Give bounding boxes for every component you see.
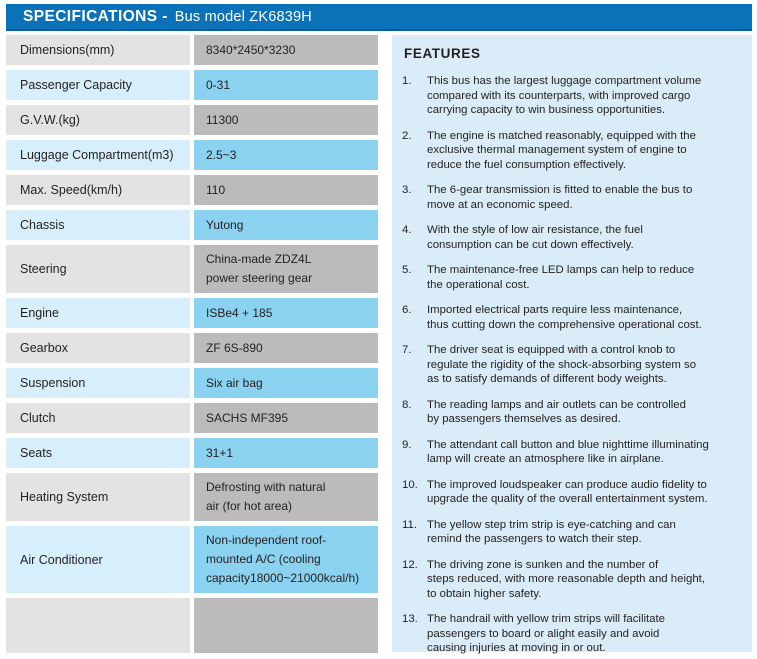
spec-label-cell: Passenger Capacity bbox=[6, 70, 190, 100]
spec-label-cell: G.V.W.(kg) bbox=[6, 105, 190, 135]
spec-label-cell: Chassis bbox=[6, 210, 190, 240]
spec-value-cell bbox=[194, 598, 378, 653]
spec-label-cell: Dimensions(mm) bbox=[6, 35, 190, 65]
feature-number: 8. bbox=[402, 398, 412, 411]
spec-label-cell: Clutch bbox=[6, 403, 190, 433]
feature-number: 1. bbox=[402, 75, 412, 87]
spec-label-cell: Air Conditioner bbox=[6, 526, 190, 593]
spec-label-cell: Gearbox bbox=[6, 333, 190, 363]
feature-list-item: 8. The reading lamps and air outlets can… bbox=[402, 398, 746, 427]
feature-list-item: 11. The yellow step trim strip is eye-ca… bbox=[402, 518, 746, 547]
spec-table-row: Heating System Defrosting with natural a… bbox=[6, 473, 378, 521]
feature-text: The reading lamps and air outlets can be… bbox=[427, 398, 686, 426]
spec-value-cell: 31+1 bbox=[194, 438, 378, 468]
feature-text: The engine is matched reasonably, equipp… bbox=[427, 129, 696, 171]
spec-table-row: Max. Speed(km/h) 110 bbox=[6, 175, 378, 205]
header-bar: SPECIFICATIONS - Bus model ZK6839H bbox=[6, 4, 752, 31]
feature-list-item: 12. The driving zone is sunken and the n… bbox=[402, 558, 746, 602]
spec-table: Dimensions(mm) 8340*2450*3230 Passenger … bbox=[6, 35, 378, 653]
features-title: FEATURES bbox=[404, 46, 481, 61]
spec-label-cell: Heating System bbox=[6, 473, 190, 521]
feature-number: 10. bbox=[402, 478, 418, 491]
features-panel: FEATURES 1. This bus has the largest lug… bbox=[392, 35, 752, 654]
feature-text: This bus has the largest luggage compart… bbox=[427, 75, 702, 116]
features-list: 1. This bus has the largest luggage comp… bbox=[402, 74, 746, 656]
feature-list-item: 1. This bus has the largest luggage comp… bbox=[402, 74, 746, 118]
spec-table-row: Suspension Six air bag bbox=[6, 368, 378, 398]
spec-value-cell: ISBe4 + 185 bbox=[194, 298, 378, 328]
spec-table-row: Steering China-made ZDZ4L power steering… bbox=[6, 245, 378, 293]
feature-text: With the style of low air resistance, th… bbox=[427, 224, 643, 251]
feature-text: The 6-gear transmission is fitted to ena… bbox=[427, 184, 693, 211]
spec-value-cell: SACHS MF395 bbox=[194, 403, 378, 433]
spec-value-cell: ZF 6S-890 bbox=[194, 333, 378, 363]
spec-value-cell: 0-31 bbox=[194, 70, 378, 100]
feature-list-item: 9. The attendant call button and blue ni… bbox=[402, 438, 746, 467]
spec-table-row: G.V.W.(kg) 11300 bbox=[6, 105, 378, 135]
feature-text: The yellow step trim strip is eye-catchi… bbox=[427, 518, 676, 546]
feature-text: Imported electrical parts require less m… bbox=[427, 304, 702, 331]
spec-value-cell: Defrosting with natural air (for hot are… bbox=[194, 473, 378, 521]
feature-text: The attendant call button and blue night… bbox=[427, 438, 709, 466]
feature-list-item: 4. With the style of low air resistance,… bbox=[402, 223, 746, 252]
feature-list-item: 13. The handrail with yellow trim strips… bbox=[402, 612, 746, 656]
feature-number: 7. bbox=[402, 344, 412, 356]
spec-table-row: Seats 31+1 bbox=[6, 438, 378, 468]
feature-number: 11. bbox=[402, 518, 417, 531]
feature-text: The handrail with yellow trim strips wil… bbox=[427, 613, 666, 654]
page-title: SPECIFICATIONS - bbox=[23, 7, 168, 25]
feature-number: 12. bbox=[402, 558, 418, 571]
spec-value-cell: 11300 bbox=[194, 105, 378, 135]
spec-label-cell: Suspension bbox=[6, 368, 190, 398]
feature-number: 4. bbox=[402, 224, 412, 236]
feature-text: The driving zone is sunken and the numbe… bbox=[427, 558, 705, 600]
feature-list-item: 6. Imported electrical parts require les… bbox=[402, 303, 746, 332]
feature-text: The improved loudspeaker can produce aud… bbox=[427, 478, 708, 506]
feature-list-item: 2. The engine is matched reasonably, equ… bbox=[402, 129, 746, 173]
spec-value-cell: Six air bag bbox=[194, 368, 378, 398]
spec-table-row: Dimensions(mm) 8340*2450*3230 bbox=[6, 35, 378, 65]
spec-value-cell: Yutong bbox=[194, 210, 378, 240]
feature-list-item: 5. The maintenance-free LED lamps can he… bbox=[402, 263, 746, 292]
feature-list-item: 3. The 6-gear transmission is fitted to … bbox=[402, 183, 746, 212]
spec-label-cell: Engine bbox=[6, 298, 190, 328]
spec-table-row: Engine ISBe4 + 185 bbox=[6, 298, 378, 328]
spec-value-cell: 2.5~3 bbox=[194, 140, 378, 170]
spec-label-cell: Luggage Compartment(m3) bbox=[6, 140, 190, 170]
spec-value-cell: China-made ZDZ4L power steering gear bbox=[194, 245, 378, 293]
spec-table-row: Chassis Yutong bbox=[6, 210, 378, 240]
feature-number: 13. bbox=[402, 613, 418, 625]
feature-text: The maintenance-free LED lamps can help … bbox=[427, 264, 695, 291]
feature-number: 2. bbox=[402, 129, 412, 142]
spec-label-cell: Max. Speed(km/h) bbox=[6, 175, 190, 205]
spec-label-cell: Seats bbox=[6, 438, 190, 468]
feature-number: 5. bbox=[402, 264, 412, 276]
spec-table-row: Passenger Capacity 0-31 bbox=[6, 70, 378, 100]
spec-table-row: Clutch SACHS MF395 bbox=[6, 403, 378, 433]
spec-value-cell: 8340*2450*3230 bbox=[194, 35, 378, 65]
spec-value-cell: 110 bbox=[194, 175, 378, 205]
feature-list-item: 7. The driver seat is equipped with a co… bbox=[402, 343, 746, 387]
feature-number: 6. bbox=[402, 304, 412, 316]
spec-table-row: Air Conditioner Non-independent roof- mo… bbox=[6, 526, 378, 593]
spec-label-cell bbox=[6, 598, 190, 653]
feature-list-item: 10. The improved loudspeaker can produce… bbox=[402, 478, 746, 507]
page-subtitle: Bus model ZK6839H bbox=[174, 8, 312, 25]
feature-text: The driver seat is equipped with a contr… bbox=[427, 344, 697, 385]
feature-number: 3. bbox=[402, 184, 412, 196]
feature-number: 9. bbox=[402, 438, 412, 451]
spec-value-cell: Non-independent roof- mounted A/C (cooli… bbox=[194, 526, 378, 593]
spec-table-row: Luggage Compartment(m3) 2.5~3 bbox=[6, 140, 378, 170]
spec-label-cell: Steering bbox=[6, 245, 190, 293]
spec-table-row bbox=[6, 598, 378, 653]
spec-table-row: Gearbox ZF 6S-890 bbox=[6, 333, 378, 363]
